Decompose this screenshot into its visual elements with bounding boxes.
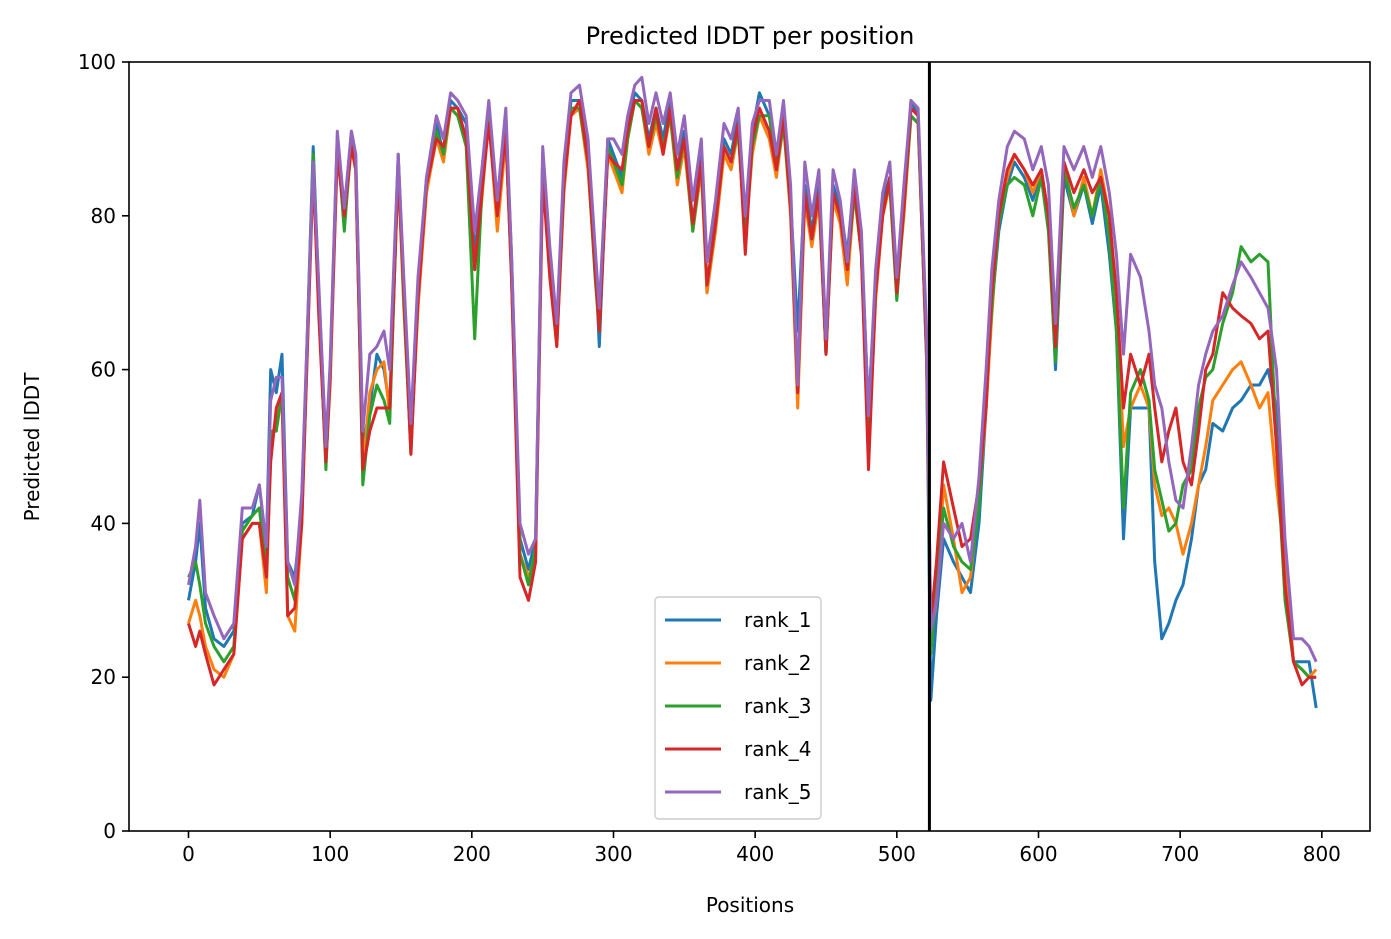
- y-tick-label: 100: [78, 50, 116, 74]
- x-tick-label: 700: [1161, 842, 1199, 866]
- y-tick-label: 80: [91, 204, 116, 228]
- series-lines: [187, 75, 1318, 709]
- y-axis-label: Predicted lDDT: [20, 372, 44, 522]
- y-tick-label: 0: [103, 819, 116, 843]
- y-tick-label: 40: [91, 511, 116, 535]
- legend-label-rank_4: rank_4: [744, 737, 811, 761]
- x-tick-label: 500: [878, 842, 916, 866]
- plot-area: [128, 61, 1371, 832]
- legend-label-rank_3: rank_3: [744, 694, 811, 718]
- legend-label-rank_2: rank_2: [744, 651, 811, 675]
- series-line-rank_5: [187, 75, 1318, 663]
- x-axis: 0 100 200 300 400 500 600 700 800: [182, 831, 1341, 866]
- x-tick-label: 0: [182, 842, 195, 866]
- plot-frame: [128, 61, 1371, 832]
- x-tick-label: 400: [736, 842, 774, 866]
- legend-label-rank_1: rank_1: [744, 608, 811, 632]
- legend: rank_1 rank_2 rank_3 rank_4 rank_5: [654, 596, 822, 820]
- y-axis: 0 20 40 60 80 100: [78, 50, 129, 843]
- x-tick-label: 200: [453, 842, 491, 866]
- chart-title: Predicted lDDT per position: [586, 22, 915, 50]
- y-tick-label: 60: [91, 358, 116, 382]
- x-tick-label: 600: [1019, 842, 1057, 866]
- x-tick-label: 300: [594, 842, 632, 866]
- y-tick-label: 20: [91, 665, 116, 689]
- legend-label-rank_5: rank_5: [744, 780, 811, 804]
- x-tick-label: 100: [311, 842, 349, 866]
- legend-box: [654, 596, 822, 820]
- series-line-rank_4: [187, 99, 1317, 687]
- x-tick-label: 800: [1303, 842, 1341, 866]
- x-axis-label: Positions: [706, 893, 794, 917]
